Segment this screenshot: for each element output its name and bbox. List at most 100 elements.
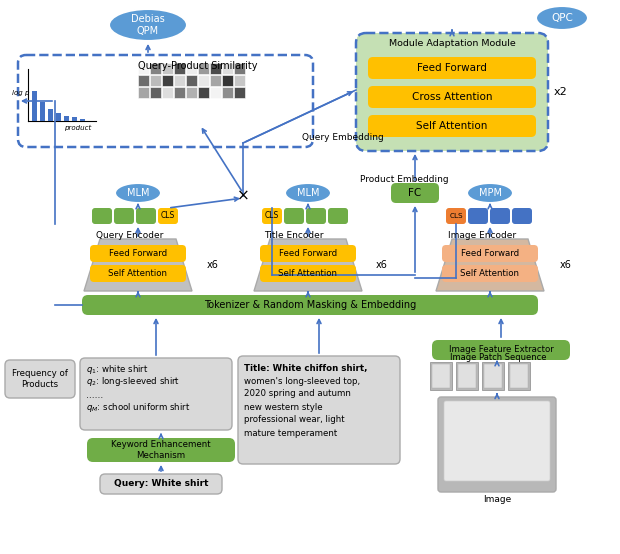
Text: ……: …… <box>86 391 104 399</box>
Bar <box>150 63 161 74</box>
Text: FC: FC <box>409 188 422 198</box>
FancyBboxPatch shape <box>5 360 75 398</box>
Bar <box>186 63 197 74</box>
FancyBboxPatch shape <box>100 474 222 494</box>
Text: MLM: MLM <box>297 188 319 198</box>
Text: ×: × <box>237 188 249 203</box>
FancyBboxPatch shape <box>391 183 439 203</box>
Bar <box>432 364 450 388</box>
Bar <box>162 63 173 74</box>
Bar <box>508 362 530 390</box>
Bar <box>234 87 245 98</box>
Bar <box>484 364 502 388</box>
Bar <box>510 364 528 388</box>
Bar <box>482 362 504 390</box>
FancyBboxPatch shape <box>158 208 178 224</box>
Text: Title Encoder: Title Encoder <box>264 232 324 240</box>
Bar <box>162 75 173 86</box>
Text: Self Attention: Self Attention <box>278 269 337 278</box>
Bar <box>222 75 233 86</box>
Bar <box>150 87 161 98</box>
Bar <box>174 87 185 98</box>
FancyBboxPatch shape <box>512 208 532 224</box>
Bar <box>48 109 53 121</box>
Bar <box>210 87 221 98</box>
Ellipse shape <box>536 6 588 30</box>
FancyBboxPatch shape <box>368 57 536 79</box>
Text: Query Embedding: Query Embedding <box>302 132 384 141</box>
Text: CLS: CLS <box>265 212 279 220</box>
FancyBboxPatch shape <box>90 265 186 282</box>
Text: Keyword Enhancement
Mechanism: Keyword Enhancement Mechanism <box>111 440 211 460</box>
FancyBboxPatch shape <box>442 265 538 282</box>
Polygon shape <box>84 239 192 291</box>
Text: Feed Forward: Feed Forward <box>109 249 167 258</box>
FancyBboxPatch shape <box>262 208 282 224</box>
Bar <box>64 116 69 121</box>
Text: Image Patch Sequence: Image Patch Sequence <box>450 353 546 362</box>
FancyBboxPatch shape <box>446 208 466 224</box>
FancyBboxPatch shape <box>87 438 235 462</box>
Text: log p: log p <box>12 90 30 96</box>
Ellipse shape <box>285 183 331 203</box>
Ellipse shape <box>467 183 513 203</box>
FancyBboxPatch shape <box>368 115 536 137</box>
FancyBboxPatch shape <box>438 397 556 492</box>
FancyBboxPatch shape <box>284 208 304 224</box>
FancyBboxPatch shape <box>80 358 232 430</box>
FancyBboxPatch shape <box>328 208 348 224</box>
Bar <box>198 87 209 98</box>
FancyBboxPatch shape <box>90 245 186 262</box>
Bar <box>174 75 185 86</box>
Text: Debias
QPM: Debias QPM <box>131 14 165 36</box>
Bar <box>80 119 85 121</box>
Bar <box>174 63 185 74</box>
FancyBboxPatch shape <box>260 245 356 262</box>
Text: x2: x2 <box>554 87 568 97</box>
FancyBboxPatch shape <box>442 245 538 262</box>
Text: Frequency of
Products: Frequency of Products <box>12 370 68 389</box>
Text: MLM: MLM <box>126 188 149 198</box>
Text: $q_2$: long-sleeved shirt: $q_2$: long-sleeved shirt <box>86 376 180 388</box>
Text: $q_M$: school uniform shirt: $q_M$: school uniform shirt <box>86 402 190 414</box>
Bar <box>150 75 161 86</box>
Ellipse shape <box>115 183 161 203</box>
FancyBboxPatch shape <box>260 265 356 282</box>
Bar <box>186 87 197 98</box>
Text: Query: White shirt: Query: White shirt <box>113 480 208 489</box>
FancyBboxPatch shape <box>114 208 134 224</box>
Text: Module Adaptation Module: Module Adaptation Module <box>389 39 515 49</box>
Text: Tokenizer & Random Masking & Embedding: Tokenizer & Random Masking & Embedding <box>204 300 416 310</box>
Text: MPM: MPM <box>479 188 502 198</box>
Bar <box>456 362 478 390</box>
FancyBboxPatch shape <box>368 86 536 108</box>
Text: Image Feature Extractor: Image Feature Extractor <box>449 346 554 355</box>
FancyBboxPatch shape <box>238 356 400 464</box>
Text: x6: x6 <box>560 260 572 270</box>
Bar <box>234 75 245 86</box>
Bar <box>222 87 233 98</box>
Text: product: product <box>64 125 92 131</box>
FancyBboxPatch shape <box>136 208 156 224</box>
Polygon shape <box>436 239 544 291</box>
Bar <box>234 63 245 74</box>
Text: CLS: CLS <box>449 213 463 219</box>
Text: QPC: QPC <box>551 13 573 23</box>
Bar <box>198 75 209 86</box>
Text: Feed Forward: Feed Forward <box>461 249 519 258</box>
Bar <box>56 113 61 121</box>
Bar <box>458 364 476 388</box>
FancyBboxPatch shape <box>82 295 538 315</box>
FancyBboxPatch shape <box>490 208 510 224</box>
Text: new western style: new western style <box>244 403 322 412</box>
Text: professional wear, light: professional wear, light <box>244 416 345 424</box>
Text: Query Encoder: Query Encoder <box>96 232 164 240</box>
Bar <box>40 102 45 121</box>
Bar <box>198 63 209 74</box>
Text: Query-Product Similarity: Query-Product Similarity <box>138 61 258 71</box>
Text: Cross Attention: Cross Attention <box>412 92 492 102</box>
Bar <box>72 117 77 121</box>
Bar <box>138 63 149 74</box>
Bar <box>210 75 221 86</box>
Bar <box>138 87 149 98</box>
